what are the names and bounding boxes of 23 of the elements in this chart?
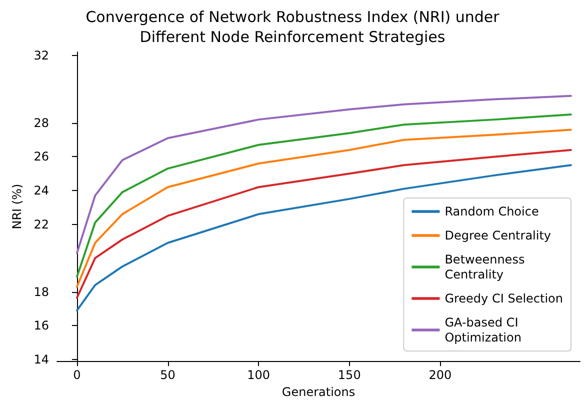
y-axis-title: NRI (%) [10,184,24,230]
x-tick-label: 150 [338,368,361,382]
x-axis-title: Generations [282,385,356,399]
legend-label: GA-based CI Optimization [444,316,522,344]
x-tick-label: 200 [428,368,452,382]
y-tick-label: 26 [34,150,49,164]
line-series [76,94,572,254]
y-tick-label: 18 [34,284,49,299]
x-tick-label: 0 [73,368,81,382]
x-tick-label: 100 [247,368,270,382]
x-tick-label: 50 [160,368,176,382]
line-series [76,164,572,312]
y-tick-label: 16 [34,318,49,333]
y-tick-label: 24 [34,184,49,198]
y-tick-label: 32 [34,48,49,62]
legend-label: Betweenness Centrality [444,252,525,282]
chart-title: Convergence of Network Robustness Index (NRI) under Different Node Reinforcement Strategies [86,8,500,46]
y-tick-label: 14 [34,352,49,366]
legend-label: Greedy CI Selection [444,292,564,306]
legend-label: Random Choice [444,204,539,218]
y-tick-label: 22 [34,217,49,232]
y-tick-label: 28 [34,116,49,130]
legend-label: Degree Centrality [444,228,552,242]
